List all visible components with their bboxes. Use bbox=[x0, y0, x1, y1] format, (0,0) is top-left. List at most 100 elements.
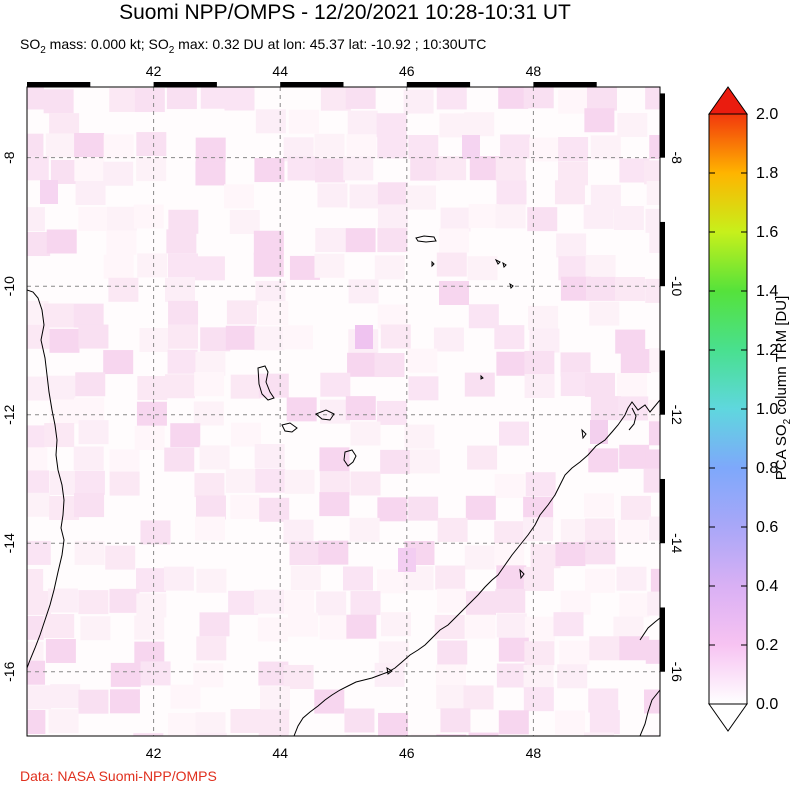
so2-pixel bbox=[44, 423, 75, 448]
so2-pixel bbox=[436, 87, 467, 110]
so2-pixel bbox=[524, 641, 555, 666]
colorbar-tick-label: 1.6 bbox=[756, 224, 778, 241]
so2-pixel bbox=[290, 565, 321, 590]
so2-pixel bbox=[110, 662, 141, 687]
so2-pixel bbox=[286, 397, 317, 422]
frame-band-right bbox=[660, 607, 665, 672]
lon-tick-label: 42 bbox=[146, 745, 162, 761]
so2-pixel bbox=[584, 732, 615, 736]
so2-pixel bbox=[378, 641, 409, 666]
so2-pixel bbox=[283, 325, 314, 350]
grande-comore-island bbox=[257, 365, 275, 401]
so2-pixel bbox=[230, 422, 261, 447]
so2-pixel bbox=[494, 325, 525, 350]
so2-pixel bbox=[224, 184, 255, 209]
so2-pixel bbox=[496, 613, 527, 638]
so2-pixel bbox=[27, 569, 44, 594]
so2-pixel bbox=[78, 590, 109, 615]
so2-pixel bbox=[196, 732, 227, 736]
so2-pixel bbox=[254, 444, 285, 469]
so2-pixel bbox=[43, 89, 74, 114]
lat-tick-label: -8 bbox=[669, 151, 685, 164]
so2-pixel bbox=[258, 733, 289, 736]
so2-pixel bbox=[464, 545, 495, 570]
so2-pixel bbox=[646, 734, 660, 736]
so2-pixel bbox=[163, 566, 194, 591]
so2-pixel bbox=[195, 161, 226, 186]
so2-pixel bbox=[467, 256, 498, 281]
colorbar-tick-label: 1.8 bbox=[756, 165, 778, 182]
so2-pixel bbox=[287, 156, 318, 181]
so2-pixel bbox=[523, 566, 554, 591]
so2-pixel bbox=[136, 132, 167, 157]
so2-pixel bbox=[558, 256, 589, 281]
so2-pixel bbox=[585, 540, 616, 565]
moheli-island bbox=[281, 422, 298, 433]
so2-pixel bbox=[613, 205, 644, 230]
lat-tick-label: -16 bbox=[669, 662, 685, 682]
so2-pixel bbox=[496, 663, 527, 688]
lon-tick-label: 48 bbox=[526, 63, 542, 79]
so2-pixel bbox=[584, 568, 615, 593]
so2-pixel bbox=[43, 303, 74, 328]
so2-pixel bbox=[554, 710, 585, 735]
mozambique-channel-islet-coast bbox=[639, 689, 660, 736]
so2-pixel bbox=[469, 156, 500, 181]
so2-pixel bbox=[560, 590, 591, 615]
so2-pixel bbox=[230, 494, 261, 519]
so2-pixel bbox=[253, 589, 284, 614]
so2-pixel bbox=[350, 591, 381, 616]
so2-pixel bbox=[133, 733, 164, 736]
so2-pixel bbox=[75, 180, 106, 205]
so2-pixel bbox=[436, 156, 467, 181]
so2-pixel bbox=[27, 232, 51, 257]
so2-pixel bbox=[588, 448, 619, 473]
so2-pixel bbox=[377, 204, 408, 229]
so2-pixel bbox=[45, 375, 76, 400]
so2-pixel bbox=[225, 468, 256, 493]
so2-pixel bbox=[645, 208, 660, 233]
colorbar-tick-label: 1.2 bbox=[756, 342, 778, 359]
so2-pixel bbox=[498, 87, 529, 109]
so2-pixel bbox=[195, 516, 226, 541]
so2-pixel bbox=[170, 684, 201, 709]
data-credit: Data: NASA Suomi-NPP/OMPS bbox=[20, 768, 217, 784]
so2-pixel bbox=[139, 328, 170, 353]
so2-pixel bbox=[164, 447, 195, 472]
so2-pixel bbox=[27, 685, 51, 710]
frame-band-right bbox=[660, 93, 665, 158]
so2-pixel bbox=[78, 420, 109, 445]
so2-pixel bbox=[74, 132, 105, 157]
so2-pixel bbox=[436, 684, 467, 709]
so2-pixel bbox=[650, 568, 660, 593]
so2-pixel bbox=[27, 470, 50, 495]
so2-pixel bbox=[557, 664, 588, 689]
so2-pixel bbox=[620, 349, 651, 374]
so2-pixel bbox=[137, 253, 168, 278]
so2-pixel bbox=[225, 325, 256, 350]
so2-pixel bbox=[106, 206, 137, 231]
so2-pixel bbox=[78, 324, 109, 349]
so2-pixel bbox=[320, 87, 351, 111]
so2-pixel bbox=[167, 713, 198, 736]
lat-labels-left: -8 -10 -12 -14 -16 bbox=[1, 151, 17, 682]
so2-pixel bbox=[320, 372, 351, 397]
lon-tick-label: 44 bbox=[272, 63, 288, 79]
madagascar-coast bbox=[293, 399, 660, 736]
so2-pixel bbox=[409, 449, 440, 474]
so2-pixel bbox=[258, 301, 289, 326]
islet-g bbox=[519, 568, 525, 580]
so2-pixel bbox=[374, 255, 405, 280]
so2-pixel bbox=[524, 373, 555, 398]
so2-pixel bbox=[134, 88, 165, 113]
so2-pixel bbox=[74, 470, 105, 495]
colorbar-label: PCA SO2 column TRM [DU] bbox=[773, 295, 793, 481]
so2-pixel bbox=[437, 517, 468, 542]
so2-pixel bbox=[436, 252, 467, 277]
so2-pixel bbox=[349, 184, 380, 209]
so2-pixel bbox=[103, 254, 134, 279]
so2-pixel bbox=[523, 87, 554, 109]
so2-pixel bbox=[27, 207, 45, 232]
so2-pixel bbox=[617, 519, 648, 544]
so2-pixel bbox=[439, 281, 470, 306]
